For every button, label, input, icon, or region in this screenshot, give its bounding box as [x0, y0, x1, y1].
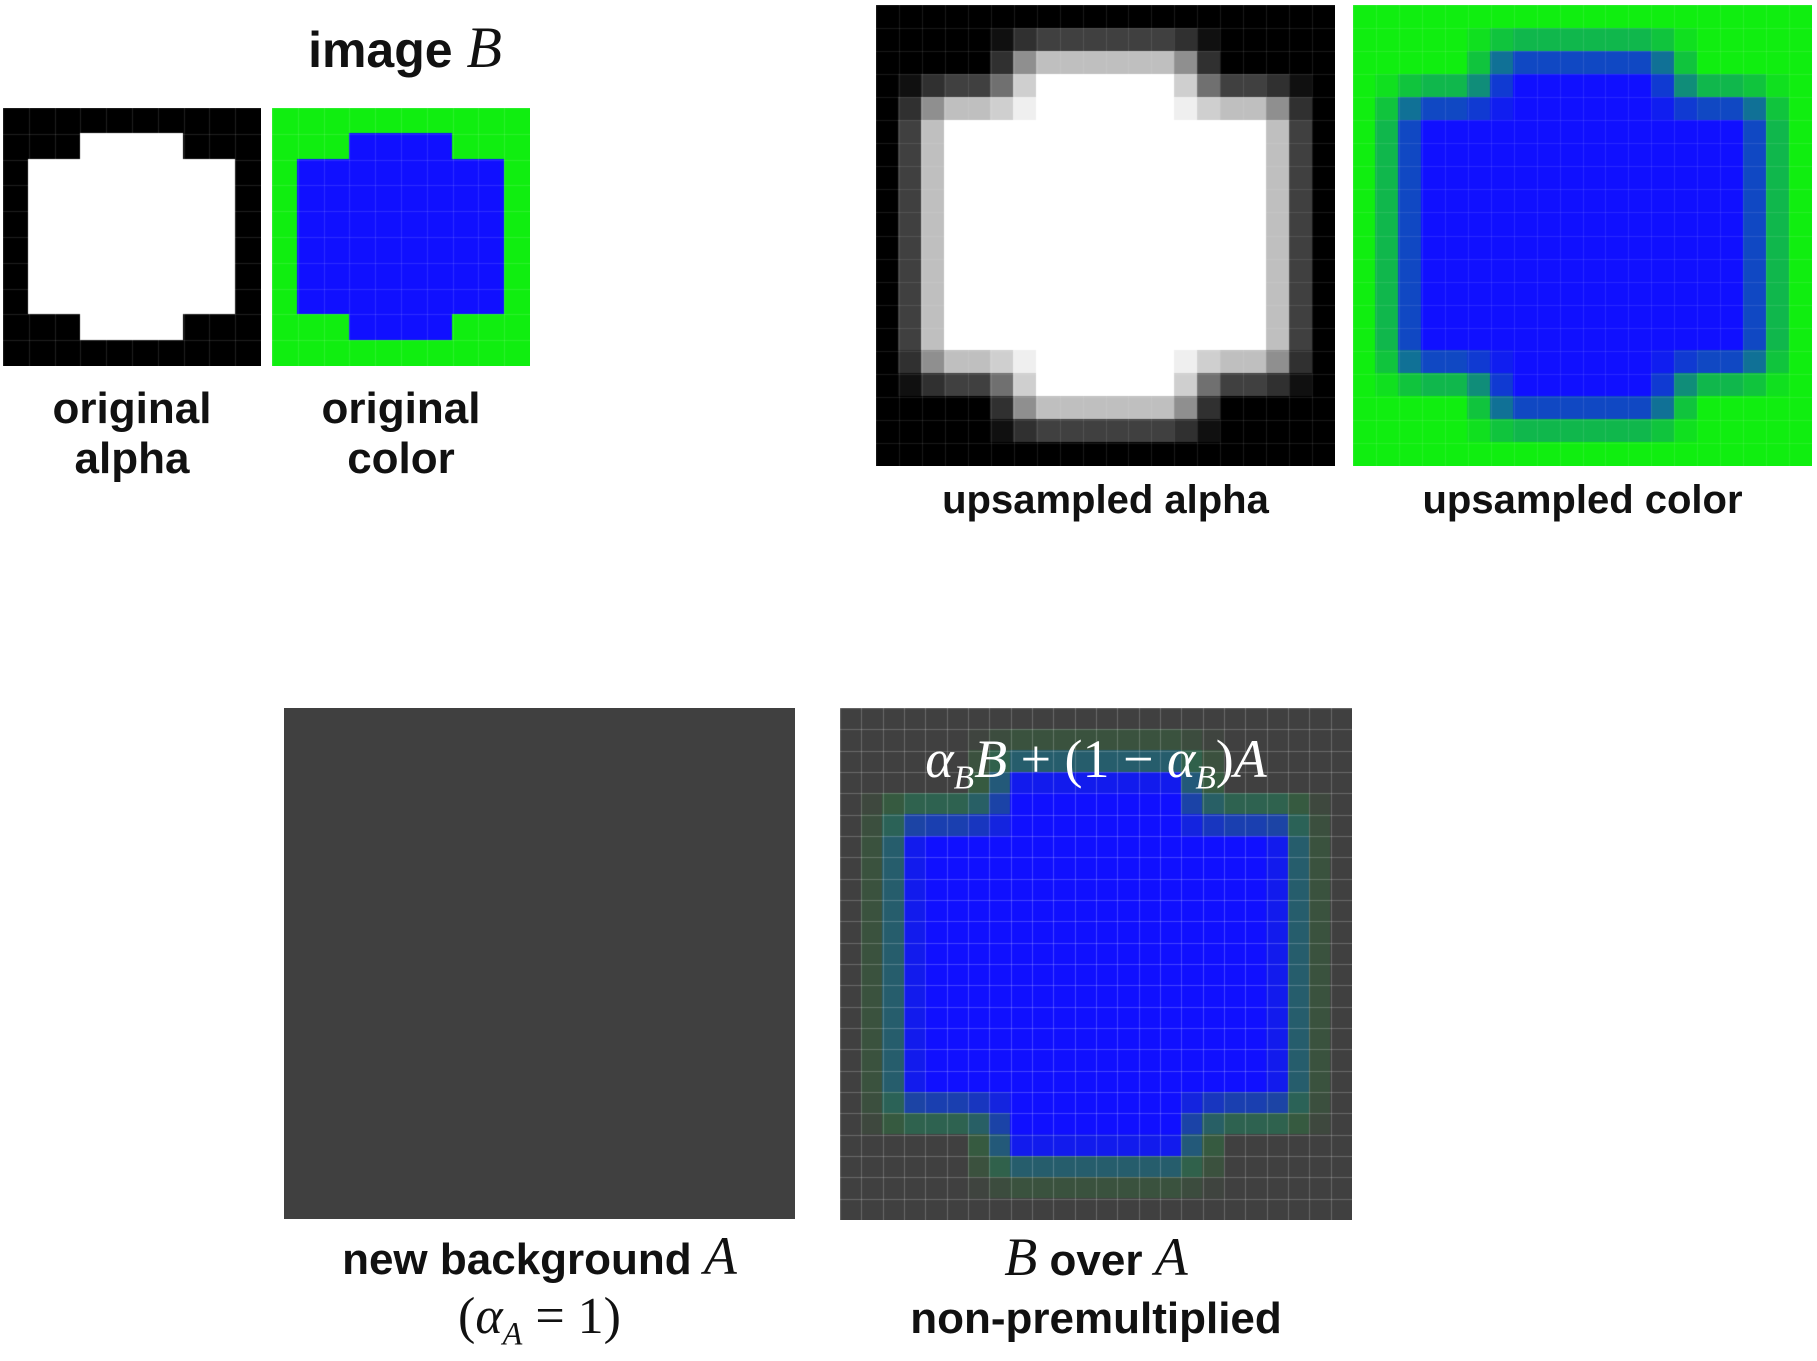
alpha-eq-symbol: α — [475, 1288, 502, 1345]
formula-alpha-2: α — [1167, 729, 1195, 789]
result-label: B over A non-premultiplied — [840, 1228, 1352, 1348]
original-color-label-line2: color — [272, 434, 530, 484]
result-var-a: A — [1155, 1227, 1188, 1287]
formula-a: A — [1234, 729, 1267, 789]
alpha-eq-open: ( — [458, 1288, 475, 1345]
original-color-image — [272, 108, 530, 366]
upsampled-alpha-image — [876, 5, 1335, 466]
result-var-b: B — [1004, 1227, 1037, 1287]
background-a-panel — [284, 708, 795, 1219]
original-alpha-label-line1: original — [3, 384, 261, 434]
result-over: over — [1050, 1236, 1143, 1285]
formula-sub-1: B — [954, 760, 974, 797]
blend-formula: αBB + (1 − αB)A — [840, 728, 1352, 798]
formula-mid: + (1 − — [1007, 729, 1167, 789]
original-alpha-image — [3, 108, 261, 366]
original-alpha-panel — [3, 108, 261, 366]
background-text: new background — [342, 1235, 692, 1284]
upsampled-alpha-label: upsampled alpha — [876, 478, 1335, 523]
alpha-eq-value: = 1) — [522, 1288, 621, 1345]
alpha-eq-sub: A — [503, 1315, 523, 1351]
image-word: image — [308, 22, 453, 78]
background-var: A — [704, 1226, 737, 1286]
result-label-line1: B over A — [840, 1228, 1352, 1290]
formula-alpha-1: α — [925, 729, 953, 789]
original-alpha-label: original alpha — [3, 384, 261, 484]
upsampled-color-label: upsampled color — [1353, 478, 1812, 523]
background-a-image — [284, 708, 795, 1219]
formula-b: B — [974, 729, 1007, 789]
upsampled-color-image — [1353, 5, 1812, 466]
formula-close: ) — [1216, 729, 1234, 789]
formula-sub-2: B — [1195, 760, 1215, 797]
original-color-label: original color — [272, 384, 530, 484]
background-a-label-line1: new background A — [284, 1228, 795, 1288]
image-b-title: image B — [290, 14, 520, 81]
original-color-panel — [272, 108, 530, 366]
original-alpha-label-line2: alpha — [3, 434, 261, 484]
background-a-label: new background A (αA = 1) — [284, 1228, 795, 1361]
result-label-line2: non-premultiplied — [840, 1290, 1352, 1348]
image-var: B — [466, 15, 501, 80]
original-color-label-line1: original — [272, 384, 530, 434]
upsampled-color-panel — [1353, 5, 1812, 466]
upsampled-alpha-panel — [876, 5, 1335, 466]
background-alpha-eq: (αA = 1) — [284, 1288, 795, 1361]
